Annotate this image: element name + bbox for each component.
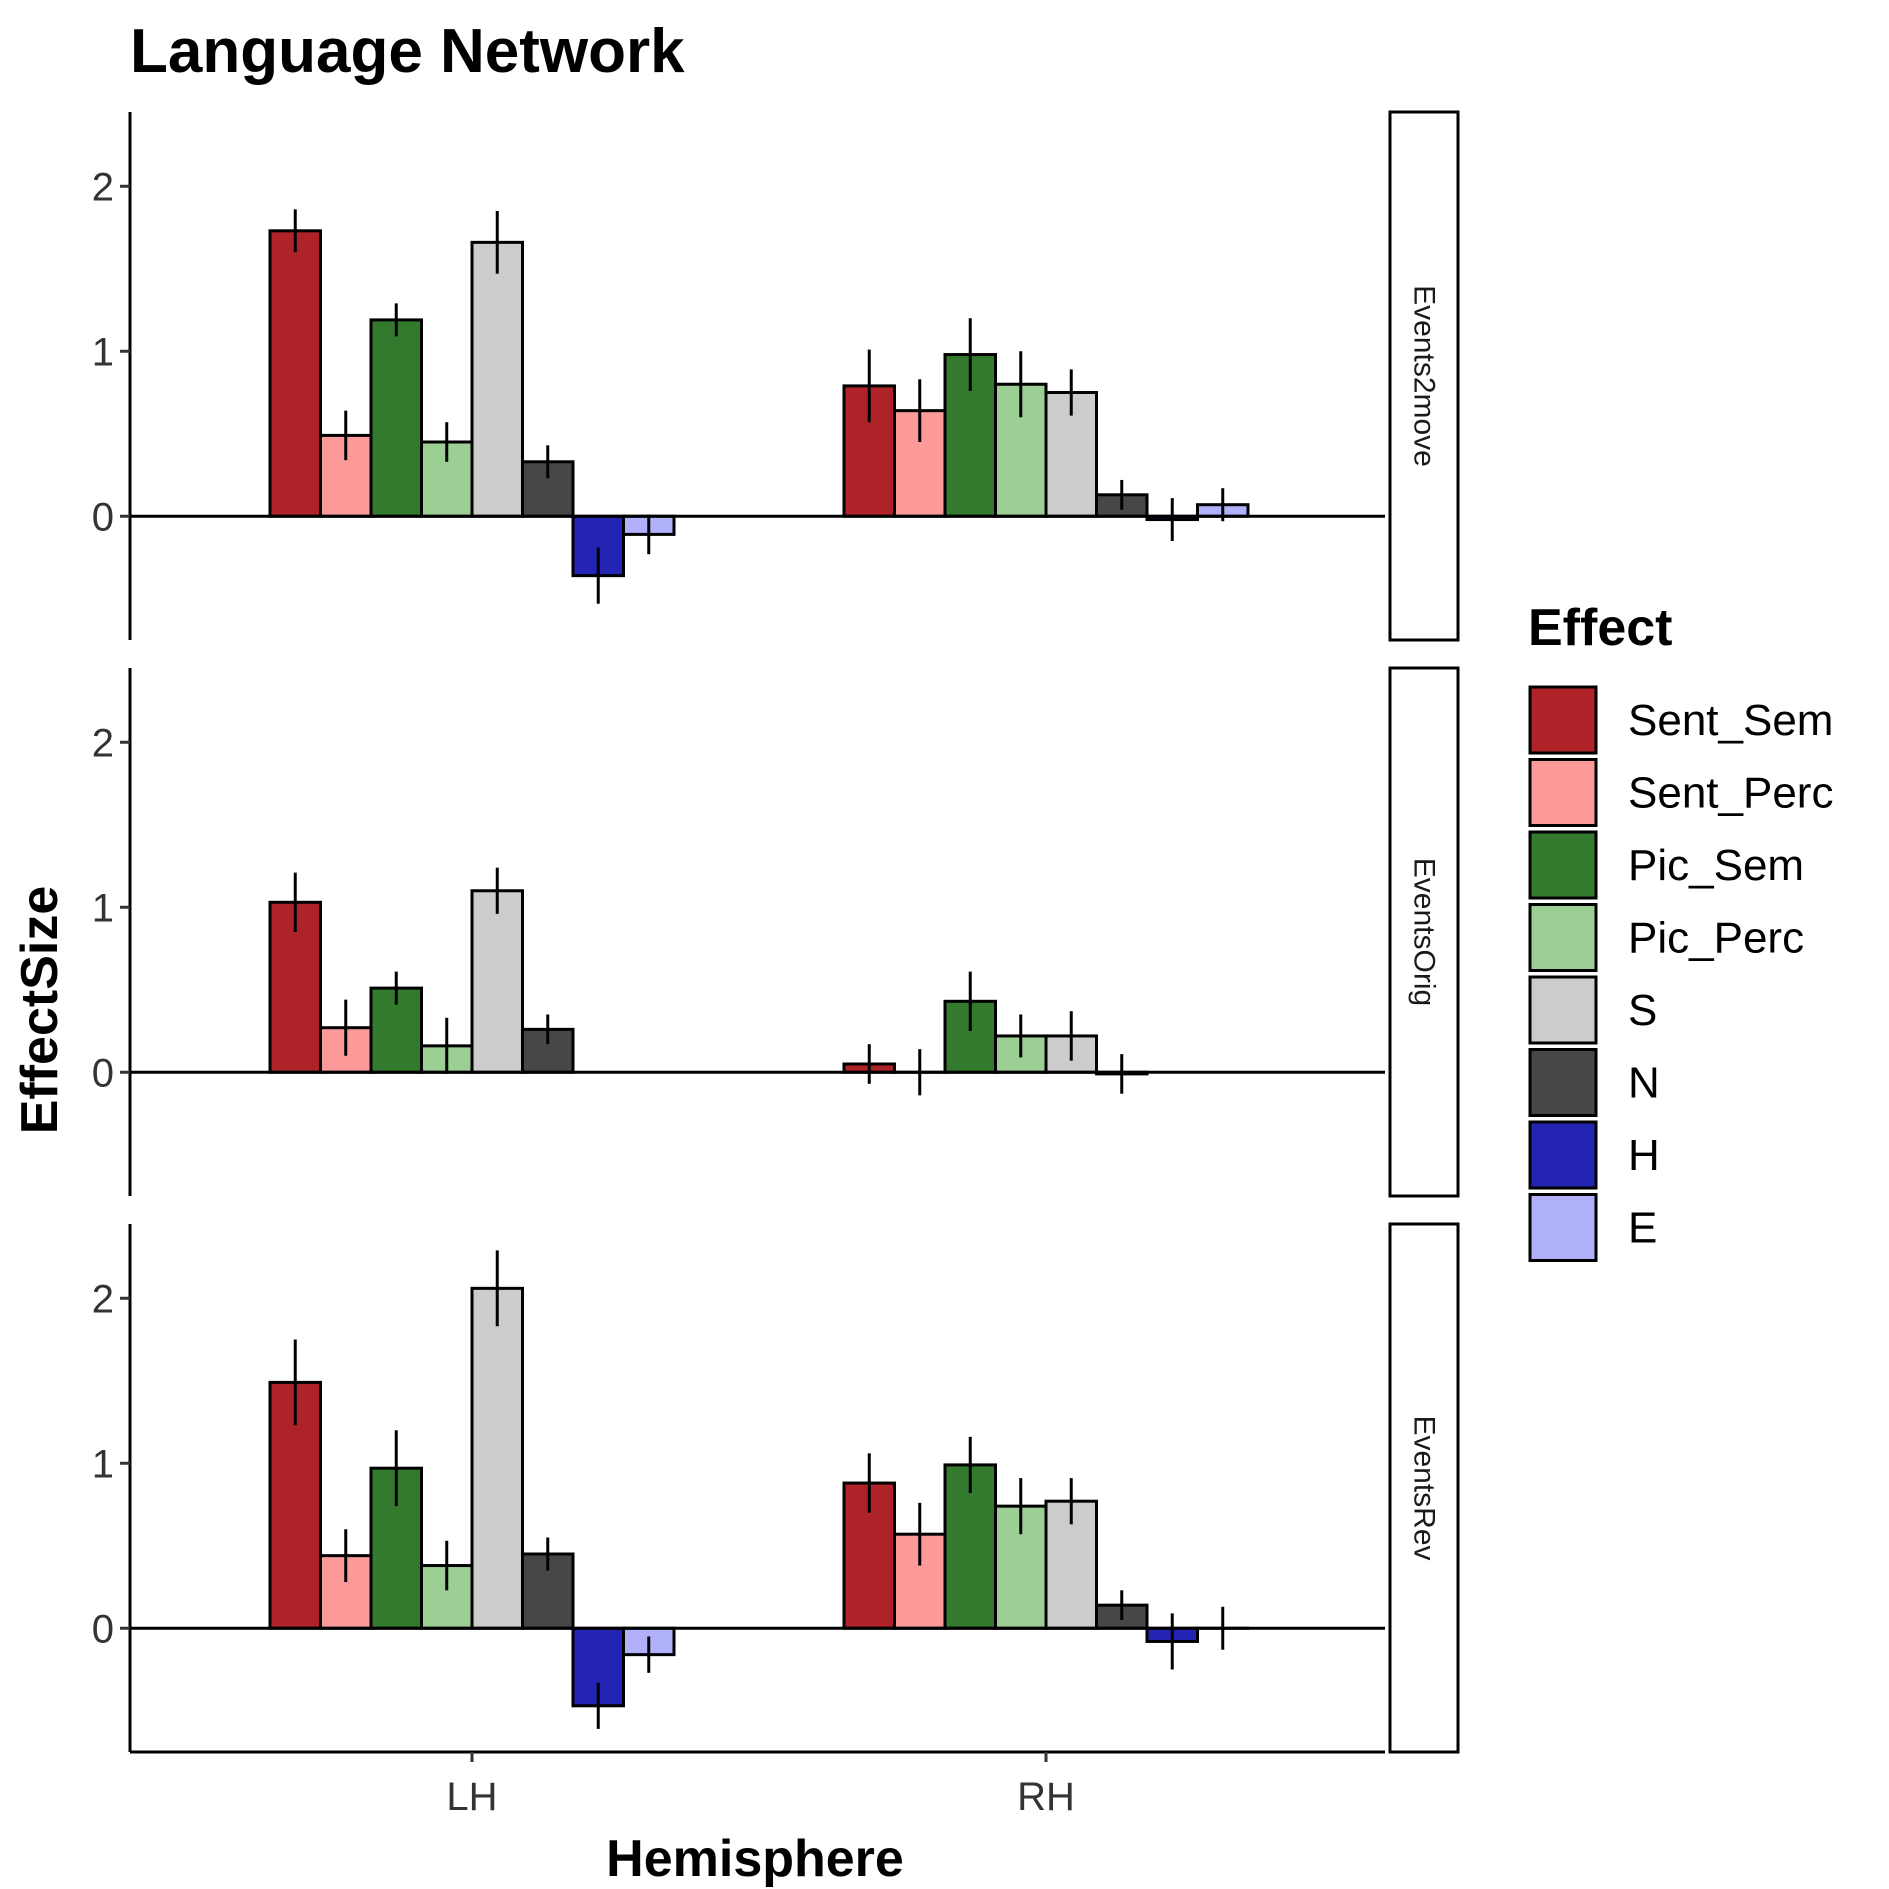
legend-key-pic-perc <box>1528 903 1598 972</box>
legend-label-pic-sem: Pic_Sem <box>1628 841 1804 890</box>
y-tick-label: 0 <box>92 1607 114 1651</box>
legend-item-sent-sem: Sent_Sem <box>1528 685 1833 755</box>
y-tick-label: 1 <box>92 886 114 930</box>
legend-title: Effect <box>1528 599 1672 657</box>
legend-label-sent-sem: Sent_Sem <box>1628 696 1833 745</box>
legend-key-e <box>1528 1193 1598 1262</box>
legend-key-sent-sem <box>1528 685 1598 755</box>
bar-events2move-lh-sent-sem <box>268 229 322 518</box>
legend-item-h: H <box>1528 1120 1660 1190</box>
y-tick-label: 2 <box>92 165 114 209</box>
facet-strip-label: EventsOrig <box>1408 858 1441 1006</box>
bar-eventsorig-lh-s <box>470 889 524 1074</box>
legend: Effect Sent_Sem Sent_Perc Pic_Sem Pic_Perc SN… <box>1528 599 1833 1262</box>
facet-strip-label: Events2move <box>1408 285 1441 467</box>
x-axis: LH RH <box>130 1750 1385 1819</box>
bar-eventsrev-rh-pic-sem <box>943 1463 997 1630</box>
facet-panels: 0 1 2 Events2move 0 1 2 EventsOrig 0 1 2 EventsRev <box>92 110 1460 1754</box>
legend-key-h <box>1528 1120 1598 1190</box>
facet-strip <box>1388 1222 1460 1754</box>
legend-label-h: H <box>1628 1131 1660 1180</box>
y-tick-label: 0 <box>92 1051 114 1095</box>
bar-events2move-lh-s <box>470 240 524 518</box>
legend-key-pic-sem <box>1528 830 1598 900</box>
legend-label-pic-perc: Pic_Perc <box>1628 914 1804 963</box>
legend-item-pic-perc: Pic_Perc <box>1528 903 1804 972</box>
y-tick-label: 2 <box>92 1277 114 1321</box>
facet-strip <box>1388 110 1460 642</box>
chart-title: Language Network <box>130 17 685 86</box>
legend-item-sent-perc: Sent_Perc <box>1528 758 1833 827</box>
y-tick-label: 0 <box>92 495 114 539</box>
legend-item-pic-sem: Pic_Sem <box>1528 830 1804 900</box>
legend-item-n: N <box>1528 1048 1660 1117</box>
legend-key-s <box>1528 975 1598 1045</box>
legend-label-sent-perc: Sent_Perc <box>1628 769 1833 818</box>
legend-label-s: S <box>1628 986 1657 1035</box>
panel-eventsrev: 0 1 2 EventsRev <box>92 1222 1460 1754</box>
panel-eventsorig: 0 1 2 EventsOrig <box>92 666 1460 1198</box>
x-tick-label-rh: RH <box>1017 1775 1075 1819</box>
x-tick-label-lh: LH <box>446 1775 497 1819</box>
legend-label-e: E <box>1628 1204 1657 1253</box>
legend-item-s: S <box>1528 975 1657 1045</box>
y-tick-label: 2 <box>92 721 114 765</box>
panel-events2move: 0 1 2 Events2move <box>92 110 1460 642</box>
y-tick-label: 1 <box>92 330 114 374</box>
legend-label-n: N <box>1628 1059 1660 1108</box>
facet-strip-label: EventsRev <box>1408 1415 1441 1560</box>
y-axis-title: EffectSize <box>11 886 69 1135</box>
x-axis-title: Hemisphere <box>606 1830 904 1888</box>
bar-events2move-lh-pic-sem <box>369 318 423 518</box>
bar-eventsrev-lh-s <box>470 1286 524 1630</box>
facet-strip <box>1388 666 1460 1198</box>
legend-key-n <box>1528 1048 1598 1117</box>
legend-item-e: E <box>1528 1193 1657 1262</box>
legend-key-sent-perc <box>1528 758 1598 827</box>
y-tick-label: 1 <box>92 1442 114 1486</box>
